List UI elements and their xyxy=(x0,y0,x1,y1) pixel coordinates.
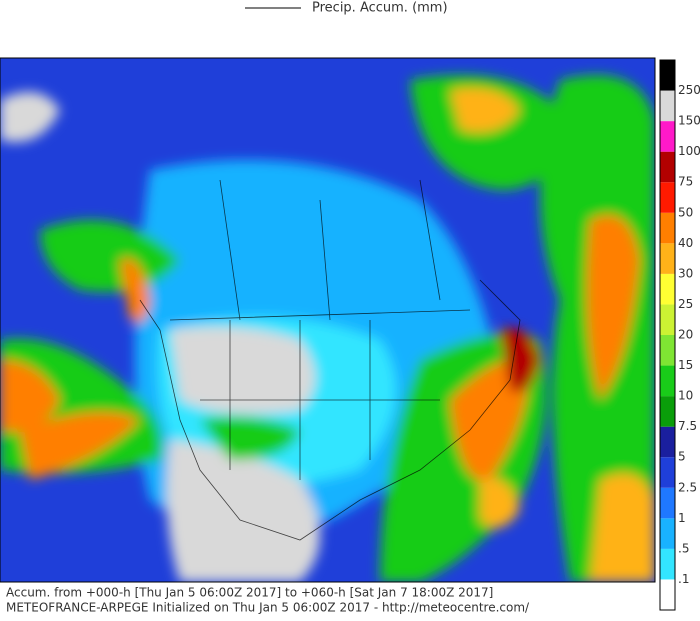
map-frame xyxy=(0,57,656,583)
colorbar-label: 100 xyxy=(678,144,700,158)
colorbar-label: 250 xyxy=(678,83,700,97)
color-bin xyxy=(660,304,675,335)
footer-line: METEOFRANCE-ARPEGE Initialized on Thu Ja… xyxy=(6,601,530,615)
color-bin xyxy=(660,151,675,183)
colorbar-label: 1 xyxy=(678,511,686,525)
color-bin xyxy=(660,182,675,213)
color-bin xyxy=(660,548,675,580)
colorbar-label: 25 xyxy=(678,297,693,311)
color-bin xyxy=(660,457,675,488)
color-bin xyxy=(660,487,675,519)
colorbar-label: .1 xyxy=(678,572,689,586)
color-bin xyxy=(660,212,675,244)
color-bin xyxy=(660,335,675,366)
colorbar-label: 20 xyxy=(678,328,693,342)
colorbar-frame xyxy=(659,59,676,611)
colorbar-label: 75 xyxy=(678,175,693,189)
colorbar-label: 7.5 xyxy=(678,419,697,433)
colorbar-label: 150 xyxy=(678,114,700,128)
color-bin xyxy=(660,396,675,427)
colorbar: .1 .5 1 2.5 5 7.5 10 15 20 25 30 40 50 75 100 150 250 xyxy=(659,59,700,611)
color-bin xyxy=(660,518,675,549)
color-bin xyxy=(660,273,675,305)
colorbar-label: .5 xyxy=(678,541,689,555)
map xyxy=(0,58,655,582)
colorbar-label: 15 xyxy=(678,358,693,372)
color-bin xyxy=(660,121,675,152)
color-bin xyxy=(660,243,675,274)
title: Precip. Accum. (mm) xyxy=(312,1,448,16)
colorbar-label: 30 xyxy=(678,266,693,280)
footer-line: Accum. from +000-h [Thu Jan 5 06:00Z 201… xyxy=(6,586,493,600)
colorbar-label: 2.5 xyxy=(678,480,697,494)
color-bin xyxy=(660,426,675,458)
color-bin xyxy=(660,90,675,122)
color-bin xyxy=(660,579,675,610)
colorbar-label: 10 xyxy=(678,389,693,403)
color-bin xyxy=(660,60,675,91)
color-bin xyxy=(660,365,675,397)
colorbar-label: 40 xyxy=(678,236,693,250)
colorbar-label: 5 xyxy=(678,450,686,464)
colorbar-label: 50 xyxy=(678,205,693,219)
